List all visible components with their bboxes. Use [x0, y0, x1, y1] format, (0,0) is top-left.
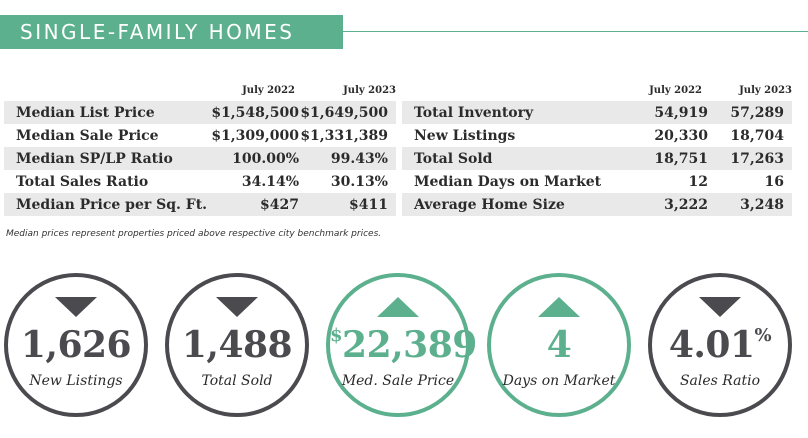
indicator-days-on-market: 4 Days on Market	[487, 273, 631, 417]
table-row: New Listings 20,330 18,704	[402, 124, 792, 147]
indicator-total-sold: 1,488 Total Sold	[165, 273, 309, 417]
table-header-row: July 2022 July 2023	[4, 79, 396, 101]
column-header-2023: July 2023	[739, 84, 792, 96]
value-2022: 100.00%	[207, 147, 300, 170]
column-header-2023: July 2023	[343, 84, 396, 96]
value-2022: 18,751	[612, 147, 708, 170]
value-2023: 18,704	[708, 124, 792, 147]
row-label: New Listings	[402, 124, 612, 147]
value-2022: $1,309,000	[207, 124, 300, 147]
indicator-value: $22,389	[330, 324, 477, 366]
table-row: Total Sales Ratio 34.14% 30.13%	[4, 170, 396, 193]
indicator-value: 4	[546, 324, 572, 366]
indicator-caption: Total Sold	[201, 373, 273, 389]
value-2023: 30.13%	[299, 170, 396, 193]
value-2022: 3,222	[612, 193, 708, 216]
right-stats-table: July 2022 July 2023 Total Inventory 54,9…	[402, 79, 792, 216]
value-2022: 54,919	[612, 101, 708, 124]
row-label: Median SP/LP Ratio	[4, 147, 208, 170]
table-row: Average Home Size 3,222 3,248	[402, 193, 792, 216]
column-header-2022: July 2022	[242, 84, 296, 96]
value-2022: $427	[207, 193, 300, 216]
value-2022: $1,548,500	[207, 101, 300, 124]
indicator-value: 4.01%	[668, 324, 772, 366]
value-2023: $1,331,389	[299, 124, 396, 147]
row-label: Median List Price	[4, 101, 208, 124]
value-2023: $1,649,500	[299, 101, 396, 124]
value-2023: 17,263	[708, 147, 792, 170]
left-stats-table: July 2022 July 2023 Median List Price $1…	[4, 79, 396, 216]
column-header-2022: July 2022	[649, 84, 702, 96]
value-2022: 20,330	[612, 124, 708, 147]
indicator-caption: New Listings	[29, 373, 123, 389]
value-2022: 34.14%	[207, 170, 300, 193]
row-label: Total Inventory	[402, 101, 612, 124]
indicator-new-listings: 1,626 New Listings	[4, 273, 148, 417]
table-header-row: July 2022 July 2023	[402, 79, 792, 101]
up-arrow-icon	[377, 297, 419, 317]
header-band	[0, 15, 343, 49]
row-label: Median Price per Sq. Ft.	[4, 193, 208, 216]
table-row: Total Inventory 54,919 57,289	[402, 101, 792, 124]
header-divider	[343, 31, 808, 32]
footnote: Median prices represent properties price…	[6, 229, 382, 239]
up-arrow-icon	[538, 297, 580, 317]
table-row: Total Sold 18,751 17,263	[402, 147, 792, 170]
table-row: Median List Price $1,548,500 $1,649,500	[4, 101, 396, 124]
row-label: Median Sale Price	[4, 124, 208, 147]
down-arrow-icon	[55, 297, 97, 317]
row-label: Average Home Size	[402, 193, 612, 216]
indicator-caption: Med. Sale Price	[341, 373, 455, 389]
indicator-value: 1,488	[181, 324, 293, 366]
indicator-caption: Sales Ratio	[679, 373, 761, 389]
value-2022: 12	[612, 170, 708, 193]
indicator-sales-ratio: 4.01% Sales Ratio	[648, 273, 792, 417]
value-2023: 99.43%	[299, 147, 396, 170]
row-label: Total Sales Ratio	[4, 170, 208, 193]
page-title: SINGLE-FAMILY HOMES	[20, 20, 295, 44]
indicator-value: 1,626	[20, 324, 132, 366]
row-label: Total Sold	[402, 147, 612, 170]
row-label: Median Days on Market	[402, 170, 612, 193]
table-row: Median Price per Sq. Ft. $427 $411	[4, 193, 396, 216]
down-arrow-icon	[699, 297, 741, 317]
value-2023: 16	[708, 170, 792, 193]
indicator-med-sale-price: $22,389 Med. Sale Price	[326, 273, 477, 417]
value-2023: 3,248	[708, 193, 792, 216]
down-arrow-icon	[216, 297, 258, 317]
table-row: Median SP/LP Ratio 100.00% 99.43%	[4, 147, 396, 170]
value-2023: 57,289	[708, 101, 792, 124]
table-row: Median Days on Market 12 16	[402, 170, 792, 193]
value-2023: $411	[299, 193, 396, 216]
table-row: Median Sale Price $1,309,000 $1,331,389	[4, 124, 396, 147]
indicator-caption: Days on Market	[502, 373, 616, 389]
